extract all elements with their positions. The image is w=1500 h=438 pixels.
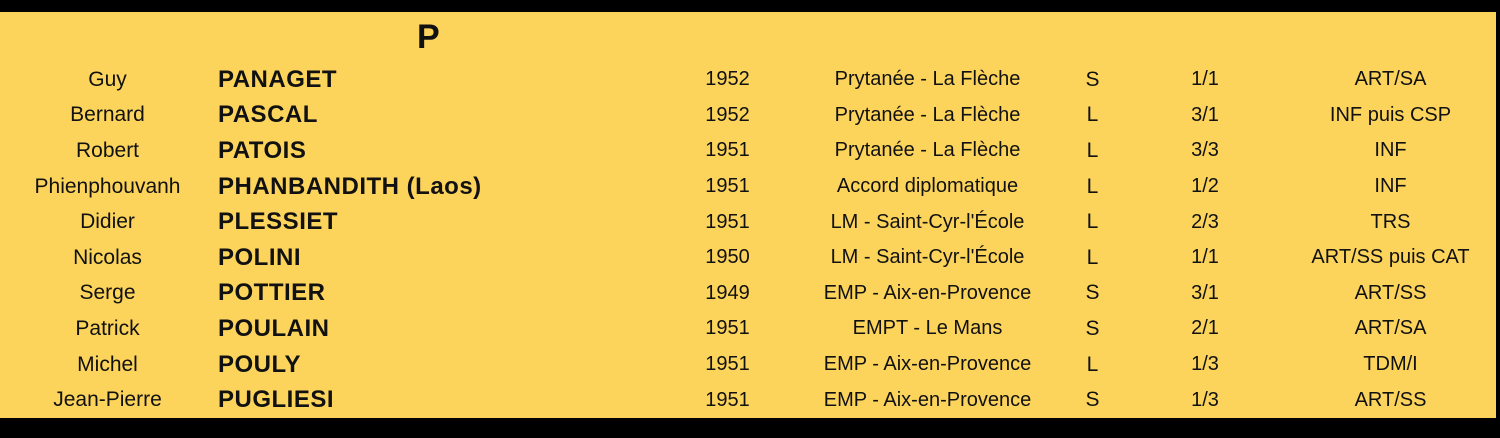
last-name-cell: POTTIER [218,279,326,307]
table-row: Guy PANAGET 1952 Prytanée - La Flèche S 1/1 AR… [0,62,1496,98]
school-cell: Prytanée - La Flèche [834,139,1021,162]
letter-header-text: P [417,17,440,56]
first-name-cell: Robert [75,138,140,162]
specialty-cell: ART/SA [1354,68,1427,91]
school-cell: Accord diplomatique [836,175,1019,198]
year-cell: 1951 [705,175,750,198]
fraction-cell: 1/1 [1191,246,1219,269]
series-letter-cell: S [1085,316,1100,340]
specialty-cell: INF [1374,139,1407,162]
fraction-cell: 2/3 [1191,210,1219,233]
last-name-cell: PUGLIESI [218,386,335,414]
series-letter-cell: L [1086,174,1099,198]
first-name-cell: Didier [80,210,135,234]
specialty-cell: TRS [1370,210,1411,233]
table-row: Didier PLESSIET 1951 LM - Saint-Cyr-l'École… [0,204,1496,240]
first-name-cell: Nicolas [73,245,142,269]
people-table: Guy PANAGET 1952 Prytanée - La Flèche S 1/1 AR… [0,62,1496,418]
table-row: Bernard PASCAL 1952 Prytanée - La Flèche L 3/… [0,98,1496,134]
year-cell: 1951 [705,388,750,411]
specialty-cell: ART/SA [1354,317,1427,340]
series-letter-cell: S [1085,67,1100,91]
year-cell: 1951 [705,353,750,376]
year-cell: 1952 [705,103,750,126]
last-name-cell: POULY [218,350,301,378]
first-name-cell: Jean-Pierre [53,388,162,412]
page-content: P Guy PANAGET 1952 Prytanée - La Flèche S 1/1… [0,12,1496,418]
fraction-cell: 3/3 [1191,139,1219,162]
series-letter-cell: S [1085,281,1100,305]
last-name-cell: PASCAL [218,101,318,129]
table-row: Phienphouvanh PHANBANDITH (Laos) 1951 Accor… [0,169,1496,205]
series-letter-cell: L [1086,103,1099,127]
fraction-cell: 3/1 [1191,103,1219,126]
table-row: Jean-Pierre PUGLIESI 1951 EMP - Aix-en-Prov… [0,382,1496,418]
school-cell: EMPT - Le Mans [852,317,1003,340]
first-name-cell: Patrick [75,316,140,340]
top-black-bar [0,0,1500,12]
year-cell: 1951 [705,210,750,233]
letter-section-header: P [0,12,1496,62]
specialty-cell: INF [1374,175,1407,198]
school-cell: EMP - Aix-en-Provence [823,353,1032,376]
year-cell: 1950 [705,246,750,269]
table-row: Serge POTTIER 1949 EMP - Aix-en-Provence S 3/… [0,276,1496,312]
first-name-cell: Michel [77,352,138,376]
specialty-cell: ART/SS [1354,281,1427,304]
fraction-cell: 2/1 [1191,317,1219,340]
fraction-cell: 1/3 [1191,353,1219,376]
last-name-cell: PANAGET [218,65,338,93]
last-name-cell: PLESSIET [218,208,339,236]
first-name-cell: Phienphouvanh [34,174,181,198]
first-name-cell: Serge [79,281,136,305]
fraction-cell: 1/2 [1191,175,1219,198]
first-name-cell: Guy [88,67,127,91]
school-cell: EMP - Aix-en-Provence [823,388,1032,411]
year-cell: 1951 [705,139,750,162]
specialty-cell: INF puis CSP [1329,103,1452,126]
specialty-cell: ART/SS [1354,388,1427,411]
school-cell: LM - Saint-Cyr-l'École [830,210,1025,233]
last-name-cell: PHANBANDITH (Laos) [218,172,482,200]
specialty-cell: ART/SS puis CAT [1311,246,1470,269]
table-row: Robert PATOIS 1951 Prytanée - La Flèche L 3/3… [0,133,1496,169]
table-row: Michel POULY 1951 EMP - Aix-en-Provence L 1/3… [0,347,1496,383]
fraction-cell: 1/1 [1191,68,1219,91]
school-cell: LM - Saint-Cyr-l'École [830,246,1025,269]
last-name-cell: PATOIS [218,136,307,164]
school-cell: EMP - Aix-en-Provence [823,281,1032,304]
series-letter-cell: L [1086,138,1099,162]
school-cell: Prytanée - La Flèche [834,68,1021,91]
specialty-cell: TDM/I [1363,353,1418,376]
series-letter-cell: L [1086,210,1099,234]
bottom-black-bar [0,418,1500,438]
year-cell: 1949 [705,281,750,304]
last-name-cell: POULAIN [218,314,330,342]
first-name-cell: Bernard [70,103,145,127]
series-letter-cell: L [1086,245,1099,269]
right-black-border [1496,0,1500,438]
table-row: Patrick POULAIN 1951 EMPT - Le Mans S 2/1 ART/… [0,311,1496,347]
series-letter-cell: L [1086,352,1099,376]
series-letter-cell: S [1085,388,1100,412]
fraction-cell: 3/1 [1191,281,1219,304]
year-cell: 1951 [705,317,750,340]
fraction-cell: 1/3 [1191,388,1219,411]
last-name-cell: POLINI [218,243,302,271]
table-row: Nicolas POLINI 1950 LM - Saint-Cyr-l'École L… [0,240,1496,276]
year-cell: 1952 [705,68,750,91]
school-cell: Prytanée - La Flèche [834,103,1021,126]
